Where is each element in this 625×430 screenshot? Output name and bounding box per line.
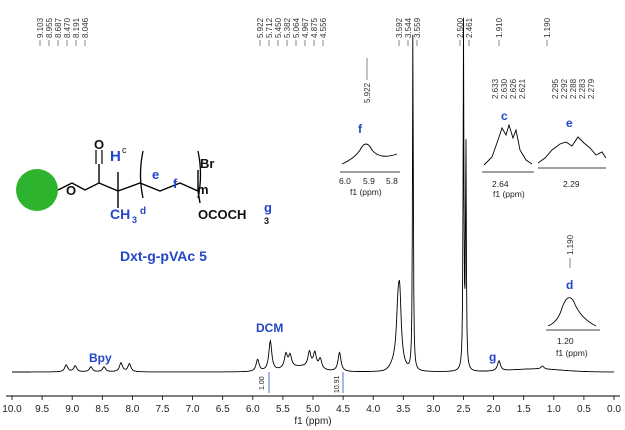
assignment-dcm: DCM bbox=[256, 321, 283, 335]
peak-label: 8.470 bbox=[63, 17, 72, 38]
svg-text:f1 (ppm): f1 (ppm) bbox=[493, 189, 525, 199]
x-axis-label: f1 (ppm) bbox=[294, 416, 331, 427]
x-tick-label: 9.5 bbox=[35, 404, 49, 415]
peak-label: 5.450 bbox=[274, 17, 283, 38]
x-tick-label: 9.0 bbox=[65, 404, 79, 415]
peak-labels: 9.103 8.955 8.687 8.470 8.191 8.046 5.922 5.712… bbox=[36, 17, 552, 46]
peak-label: 3.559 bbox=[413, 17, 422, 38]
svg-text:2.292: 2.292 bbox=[560, 78, 569, 99]
svg-text:5.922: 5.922 bbox=[363, 82, 372, 103]
peak-label: 4.875 bbox=[310, 17, 319, 38]
integral-label-1: 1.00 bbox=[259, 376, 266, 390]
integral-markers: 1.00 10.91 bbox=[259, 372, 344, 393]
svg-text:f1 (ppm): f1 (ppm) bbox=[350, 187, 382, 197]
integral-label-2: 10.91 bbox=[334, 375, 341, 393]
svg-text:2.633: 2.633 bbox=[491, 78, 500, 99]
assignment-g: g bbox=[489, 350, 496, 364]
peak-label: 1.910 bbox=[495, 17, 504, 38]
svg-text:5.8: 5.8 bbox=[386, 176, 398, 186]
peak-label: 8.687 bbox=[54, 17, 63, 38]
svg-text:d: d bbox=[566, 278, 573, 292]
x-tick-label: 1.0 bbox=[547, 404, 561, 415]
svg-text:f: f bbox=[358, 122, 363, 136]
x-tick-label: 7.0 bbox=[186, 404, 200, 415]
x-tick-label: 3.0 bbox=[426, 404, 440, 415]
peak-label: 3.544 bbox=[404, 17, 413, 38]
x-tick-label: 10.0 bbox=[2, 404, 22, 415]
peak-label: 8.191 bbox=[72, 17, 81, 38]
x-tick-label: 8.0 bbox=[125, 404, 139, 415]
polymer-structure: O O H c CH 3 d e f Br m OCOCH 3 g Dxt-g-… bbox=[16, 137, 272, 264]
svg-text:d: d bbox=[140, 206, 146, 217]
svg-text:CH: CH bbox=[110, 206, 130, 222]
peak-label: 8.046 bbox=[81, 17, 90, 38]
svg-text:2.29: 2.29 bbox=[563, 179, 580, 189]
svg-text:1.20: 1.20 bbox=[557, 336, 574, 346]
svg-text:2.279: 2.279 bbox=[587, 78, 596, 99]
x-tick-label: 1.5 bbox=[517, 404, 531, 415]
x-tick-label: 3.5 bbox=[396, 404, 410, 415]
svg-text:2.64: 2.64 bbox=[492, 179, 509, 189]
peak-label: 4.967 bbox=[301, 17, 310, 38]
inset-e: e 2.295 2.292 2.288 2.283 2.279 2.29 bbox=[537, 78, 607, 189]
svg-text:H: H bbox=[110, 148, 121, 165]
svg-text:OCOCH: OCOCH bbox=[198, 207, 246, 222]
svg-text:2.283: 2.283 bbox=[578, 78, 587, 99]
svg-text:e: e bbox=[152, 167, 159, 182]
x-tick-label: 4.0 bbox=[366, 404, 380, 415]
x-tick-label: 2.5 bbox=[457, 404, 471, 415]
svg-text:6.0: 6.0 bbox=[339, 176, 351, 186]
peak-label: 5.064 bbox=[292, 17, 301, 38]
peak-label: 2.461 bbox=[465, 17, 474, 38]
peak-label: 8.955 bbox=[45, 17, 54, 38]
svg-text:2.630: 2.630 bbox=[500, 78, 509, 99]
assignment-bpy: Bpy bbox=[89, 351, 112, 365]
x-axis-ticks: 10.0 9.5 9.0 8.5 8.0 7.5 7.0 6.5 6.0 5.5 5.0 4.5 4.0… bbox=[2, 396, 621, 415]
x-tick-label: 4.5 bbox=[336, 404, 350, 415]
inset-d: 1.190 d 1.20 f1 (ppm) bbox=[546, 234, 600, 358]
x-tick-label: 2.0 bbox=[487, 404, 501, 415]
svg-text:f: f bbox=[173, 176, 178, 191]
svg-text:1.190: 1.190 bbox=[566, 234, 575, 255]
peak-label: 3.592 bbox=[395, 17, 404, 38]
svg-text:2.621: 2.621 bbox=[518, 78, 527, 99]
svg-text:g: g bbox=[264, 200, 272, 215]
svg-text:m: m bbox=[197, 182, 209, 197]
x-tick-label: 5.0 bbox=[306, 404, 320, 415]
peak-label: 5.712 bbox=[265, 17, 274, 38]
inset-c: c 2.633 2.630 2.626 2.621 2.64 f1 (ppm) bbox=[482, 78, 534, 199]
peak-label: 1.190 bbox=[543, 17, 552, 38]
svg-text:2.288: 2.288 bbox=[569, 78, 578, 99]
peak-label: 4.556 bbox=[319, 17, 328, 38]
x-tick-label: 6.5 bbox=[216, 404, 230, 415]
x-tick-label: 0.5 bbox=[577, 404, 591, 415]
x-tick-label: 8.5 bbox=[95, 404, 109, 415]
main-spectrum-trace bbox=[12, 17, 614, 373]
svg-text:Br: Br bbox=[200, 156, 214, 171]
svg-text:2.295: 2.295 bbox=[551, 78, 560, 99]
x-tick-label: 0.0 bbox=[607, 404, 621, 415]
dextran-sphere-icon bbox=[16, 169, 58, 211]
x-tick-label: 7.5 bbox=[156, 404, 170, 415]
svg-text:O: O bbox=[94, 137, 104, 152]
svg-text:f1 (ppm): f1 (ppm) bbox=[556, 348, 588, 358]
inset-f: f 5.922 6.0 5.9 5.8 f1 (ppm) bbox=[339, 58, 400, 197]
peak-label: 9.103 bbox=[36, 17, 45, 38]
peak-label: 5.382 bbox=[283, 17, 292, 38]
peak-label: 2.500 bbox=[456, 17, 465, 38]
svg-text:3: 3 bbox=[264, 216, 269, 226]
svg-text:5.9: 5.9 bbox=[363, 176, 375, 186]
svg-text:3: 3 bbox=[132, 215, 137, 225]
svg-text:e: e bbox=[566, 116, 573, 130]
svg-text:O: O bbox=[66, 183, 76, 198]
svg-text:c: c bbox=[122, 145, 127, 155]
svg-text:c: c bbox=[501, 109, 508, 123]
x-tick-label: 5.5 bbox=[276, 404, 290, 415]
peak-label: 5.922 bbox=[256, 17, 265, 38]
compound-name: Dxt-g-pVAc 5 bbox=[120, 248, 207, 264]
svg-text:2.626: 2.626 bbox=[509, 78, 518, 99]
x-tick-label: 6.0 bbox=[246, 404, 260, 415]
